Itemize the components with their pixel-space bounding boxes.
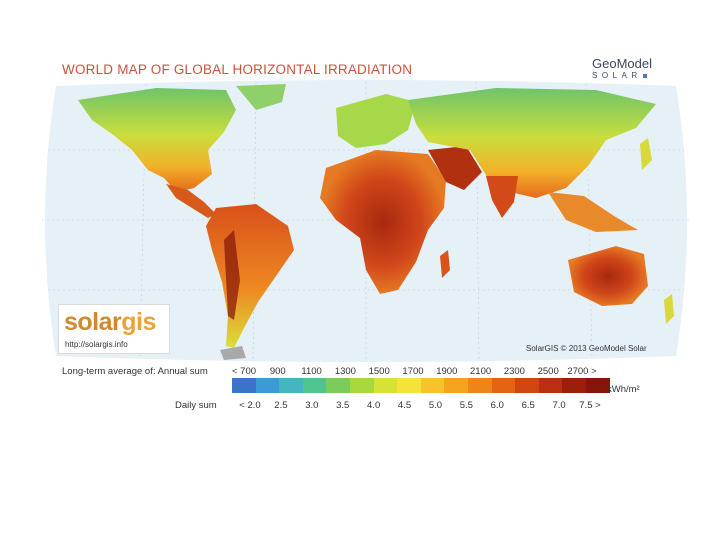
asia: [408, 88, 656, 198]
annual-tick-label: < 700: [231, 366, 257, 377]
annual-tick-label: 1300: [334, 366, 356, 377]
color-swatch: [373, 378, 398, 393]
se-asia: [548, 192, 638, 232]
annual-tick-label: 1500: [368, 366, 390, 377]
annual-tick-label: 1900: [436, 366, 458, 377]
japan: [640, 138, 652, 170]
daily-tick-label: 5.5: [459, 400, 473, 411]
daily-tick-label: 4.0: [367, 400, 381, 411]
daily-tick-label: 2.5: [274, 400, 288, 411]
daily-tick-label: 6.0: [490, 400, 504, 411]
color-scale-bar: [232, 378, 610, 393]
solargis-logo: solargis http://solargis.info: [58, 304, 170, 354]
australia: [568, 246, 648, 306]
color-swatch: [444, 378, 468, 393]
annual-tick-label: 1100: [301, 366, 322, 377]
brand-bottom-text: SOLAR: [592, 71, 642, 80]
daily-tick-label: 3.5: [336, 400, 350, 411]
annual-tick-label: 2100: [470, 366, 492, 377]
india: [486, 176, 518, 218]
color-swatch: [538, 378, 563, 393]
daily-tick-label: 5.0: [428, 400, 443, 411]
greenland: [236, 84, 286, 110]
africa: [320, 150, 446, 294]
daily-tick-label: 3.0: [305, 400, 319, 411]
annual-label: Long-term average of: Annual sum: [62, 366, 208, 377]
new-zealand: [664, 294, 674, 324]
antarctica-tip: [220, 346, 246, 360]
daily-tick-label: 7.5 >: [579, 400, 601, 411]
color-swatch: [562, 378, 586, 393]
color-swatch: [255, 378, 280, 393]
geomodel-logo: GeoModel SOLAR: [592, 56, 662, 80]
color-swatch: [585, 378, 610, 393]
daily-tick-label: 7.0: [552, 400, 566, 411]
color-swatch: [232, 378, 256, 393]
daily-tick-label: < 2.0: [239, 400, 261, 411]
color-swatch: [302, 378, 327, 393]
solargis-url: http://solargis.info: [65, 340, 128, 349]
daily-label: Daily sum: [175, 400, 217, 411]
north-america: [78, 88, 236, 192]
annual-tick-label: 2300: [503, 366, 525, 377]
middle-east: [428, 146, 482, 190]
annual-tick-label: 1700: [402, 366, 424, 377]
brand-bottom: SOLAR: [592, 71, 662, 80]
color-swatch: [279, 378, 303, 393]
brand-top: GeoModel: [592, 56, 652, 71]
annual-tick-label: 2500: [537, 366, 559, 377]
logo-text-1: solar: [64, 308, 122, 336]
color-swatch: [420, 378, 445, 393]
daily-tick-label: 6.5: [521, 400, 535, 411]
logo-text-2: gis: [121, 308, 156, 336]
world-irradiation-map: [42, 80, 690, 362]
annual-tick-label: 900: [269, 366, 286, 377]
annual-tick-label: 2700 >: [567, 366, 597, 377]
solargis-wordmark: solargis: [64, 308, 156, 337]
color-swatch: [491, 378, 516, 393]
color-swatch: [326, 378, 350, 393]
map-title: WORLD MAP OF GLOBAL HORIZONTAL IRRADIATI…: [62, 62, 413, 77]
color-swatch: [349, 378, 374, 393]
madagascar: [440, 250, 450, 278]
andes: [224, 230, 240, 320]
central-america: [166, 184, 216, 218]
color-swatch: [397, 378, 421, 393]
map-credit: SolarGIS © 2013 GeoModel Solar: [526, 344, 647, 353]
europe: [336, 94, 416, 148]
unit-label: kWh/m²: [607, 384, 640, 395]
color-swatch: [467, 378, 492, 393]
daily-tick-label: 4.5: [397, 400, 412, 411]
brand-square-icon: [642, 74, 647, 78]
color-swatch: [515, 378, 539, 393]
